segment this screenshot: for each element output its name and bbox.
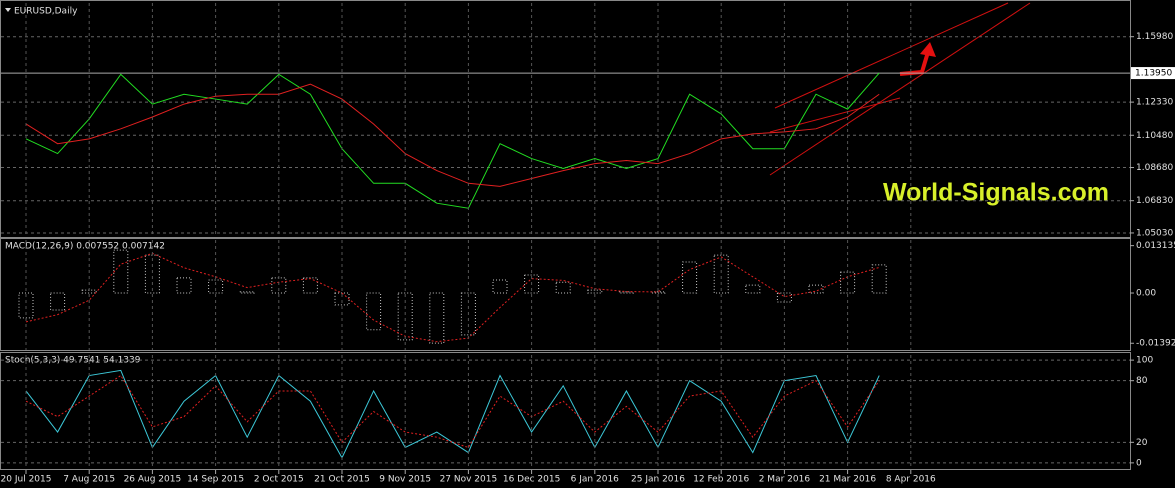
series-line <box>25 369 880 459</box>
x-tick-label: 2 Mar 2016 <box>759 475 811 485</box>
channel-lower <box>769 2 1031 176</box>
x-tick-label: 9 Nov 2015 <box>379 475 431 485</box>
y-tick-label: -0.013928 <box>1136 339 1175 349</box>
chart-title: EURUSD,Daily <box>14 7 78 17</box>
x-tick-label: 25 Jan 2016 <box>631 475 685 485</box>
y-tick-label: 1.05030 <box>1136 228 1173 238</box>
x-tick-label: 20 Jul 2015 <box>1 475 52 485</box>
series-line <box>25 83 880 187</box>
x-tick-label: 14 Sep 2015 <box>187 475 244 485</box>
histogram-bar <box>366 292 382 331</box>
y-tick-label: 80 <box>1136 376 1148 386</box>
x-tick-label: 27 Nov 2015 <box>440 475 498 485</box>
x-tick-label: 21 Mar 2016 <box>819 475 876 485</box>
y-tick-label: 1.12330 <box>1136 98 1173 108</box>
histogram-bar <box>618 291 634 294</box>
histogram-bar <box>713 254 729 294</box>
histogram-bar <box>176 277 192 294</box>
last-price-box <box>1131 67 1175 80</box>
y-tick-label: 0.00 <box>1136 289 1156 299</box>
x-tick-label: 16 Dec 2015 <box>503 475 561 485</box>
series-line <box>25 252 880 343</box>
series-line <box>25 72 880 209</box>
histogram-bar <box>871 264 887 294</box>
y-tick-label: 0 <box>1136 458 1142 468</box>
histogram-bar <box>113 249 129 294</box>
arrow-head <box>920 42 936 57</box>
histogram-bar <box>302 277 318 294</box>
histogram-bar <box>745 284 761 294</box>
menu-triangle <box>5 8 11 12</box>
last-price-label: 1.13950 <box>1135 69 1172 79</box>
y-tick-label: 100 <box>1136 356 1153 366</box>
channel-upper <box>774 2 1009 109</box>
x-tick-label: 2 Oct 2015 <box>254 475 304 485</box>
x-tick-label: 6 Jan 2016 <box>571 475 619 485</box>
x-tick-label: 8 Apr 2016 <box>886 475 936 485</box>
histogram-bar <box>808 284 824 294</box>
y-tick-label: 1.08680 <box>1136 163 1173 173</box>
y-tick-label: 20 <box>1136 438 1148 448</box>
histogram-bar <box>682 261 698 294</box>
x-tick-label: 12 Feb 2016 <box>693 475 749 485</box>
channel-mid <box>769 97 901 133</box>
watermark: World-Signals.com <box>883 179 1109 207</box>
histogram-bar <box>50 292 66 311</box>
histogram-bar <box>460 292 476 336</box>
histogram-bar <box>650 291 666 294</box>
x-tick-label: 26 Aug 2015 <box>124 475 182 485</box>
histogram-bar <box>18 292 34 319</box>
histogram-bar <box>208 279 224 294</box>
x-tick-label: 21 Oct 2015 <box>314 475 370 485</box>
y-tick-label: 0.013135 <box>1136 241 1175 251</box>
stoch-title: Stoch(5,3,3) 49.7541 54.1339 <box>5 356 141 366</box>
macd-title: MACD(12,26,9) 0.007552 0.007142 <box>5 242 165 252</box>
histogram-bar <box>397 292 413 341</box>
x-tick-label: 7 Aug 2015 <box>63 475 115 485</box>
series-line <box>25 374 880 449</box>
y-tick-label: 1.15980 <box>1136 32 1173 42</box>
histogram-bar <box>492 279 508 294</box>
histogram-bar <box>555 281 571 294</box>
y-tick-label: 1.06830 <box>1136 196 1173 206</box>
price-pane <box>0 0 1131 238</box>
stoch-pane <box>0 352 1131 470</box>
macd-pane <box>0 238 1131 351</box>
histogram-bar <box>429 292 445 344</box>
histogram-bar <box>239 291 255 294</box>
y-tick-label: 1.10480 <box>1136 131 1173 141</box>
histogram-bar <box>144 254 160 294</box>
histogram-bar <box>524 274 540 294</box>
